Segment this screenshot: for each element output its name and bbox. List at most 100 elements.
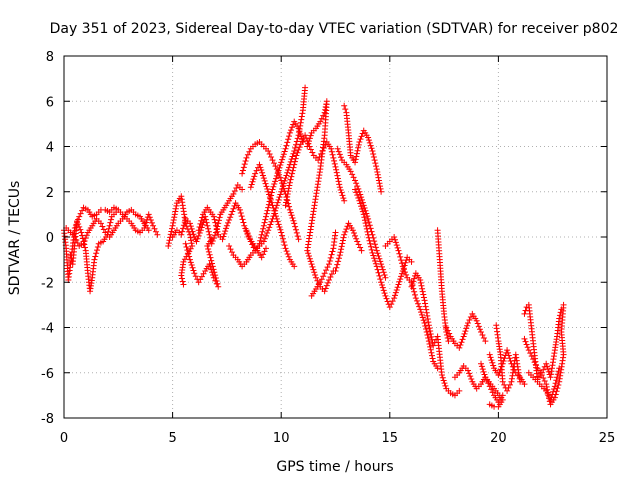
data-point [356,138,363,145]
data-point [339,240,346,247]
data-point [180,222,187,229]
data-point [427,330,434,337]
data-point [285,185,292,192]
data-point [552,380,559,387]
data-point [275,196,282,203]
data-point [181,219,188,226]
data-point [306,255,313,262]
data-point [219,236,226,243]
data-point [367,240,374,247]
data-point [467,373,474,380]
y-tick-label: 4 [46,141,54,156]
x-tick-label: 25 [599,431,616,446]
data-point [417,276,424,283]
data-point [335,255,342,262]
data-point [557,309,564,316]
data-point [260,222,267,229]
data-point [501,381,508,388]
data-point [294,149,301,156]
data-point [248,181,255,188]
data-point [276,164,283,171]
data-point [272,178,279,185]
data-point [242,157,249,164]
data-point [265,201,272,208]
data-point [240,164,247,171]
data-point [105,225,112,232]
data-point [94,247,101,254]
data-point [204,222,211,229]
data-point [79,207,86,214]
x-tick-label: 0 [60,431,68,446]
data-point [420,294,427,301]
data-point [268,154,275,161]
data-point [392,239,399,246]
data-point [169,222,176,229]
data-point [113,209,120,216]
data-point [283,199,290,206]
data-point [425,319,432,326]
data-point [226,217,233,224]
data-point [172,208,179,215]
data-point [273,215,280,222]
data-point [544,363,551,370]
data-point [291,220,298,227]
data-point [391,234,398,240]
data-point [394,244,401,251]
data-point [344,223,351,230]
data-point [362,207,369,214]
tick-labels: 0 5 10 15 20 25 -8 -6 -4 -2 0 2 4 6 8 [41,50,615,446]
data-point [373,263,380,270]
data-point [342,106,349,113]
data-point [145,227,152,234]
data-point [320,273,327,280]
data-point [376,255,383,262]
y-tick-label: 0 [46,231,54,246]
data-point [331,157,338,164]
data-point [289,153,296,160]
data-point [377,276,384,283]
data-point [272,210,279,217]
data-point [183,243,190,250]
data-point [212,272,219,279]
data-point [353,189,360,196]
data-point [286,133,293,140]
data-point [389,298,396,305]
data-point [382,292,389,299]
data-point [362,220,369,227]
data-point [373,247,380,254]
data-point [268,192,275,199]
data-point [360,202,367,209]
data-point [522,338,529,345]
data-point [378,188,385,195]
data-point [243,227,250,234]
data-point [371,157,378,164]
data-point [403,271,410,278]
data-point [423,309,430,316]
data-point [283,248,290,255]
data-point [190,231,197,238]
data-point [499,378,506,385]
data-point [192,273,199,280]
data-point [179,275,186,282]
data-point [370,154,377,161]
data-point [269,157,276,164]
data-point [266,198,273,205]
data-point [419,314,426,321]
data-point [481,371,488,378]
data-point [145,211,152,218]
data-point [353,180,360,187]
data-point [335,258,342,265]
data-point [265,148,272,155]
data-point [328,251,335,258]
data-point [328,270,335,277]
data-point [292,226,299,233]
data-point [260,225,267,232]
data-point [355,185,362,192]
data-point [337,186,344,193]
data-point [239,167,246,174]
data-point [521,381,528,388]
x-tick-label: 15 [382,431,399,446]
data-point [334,172,341,179]
data-point [199,214,206,221]
